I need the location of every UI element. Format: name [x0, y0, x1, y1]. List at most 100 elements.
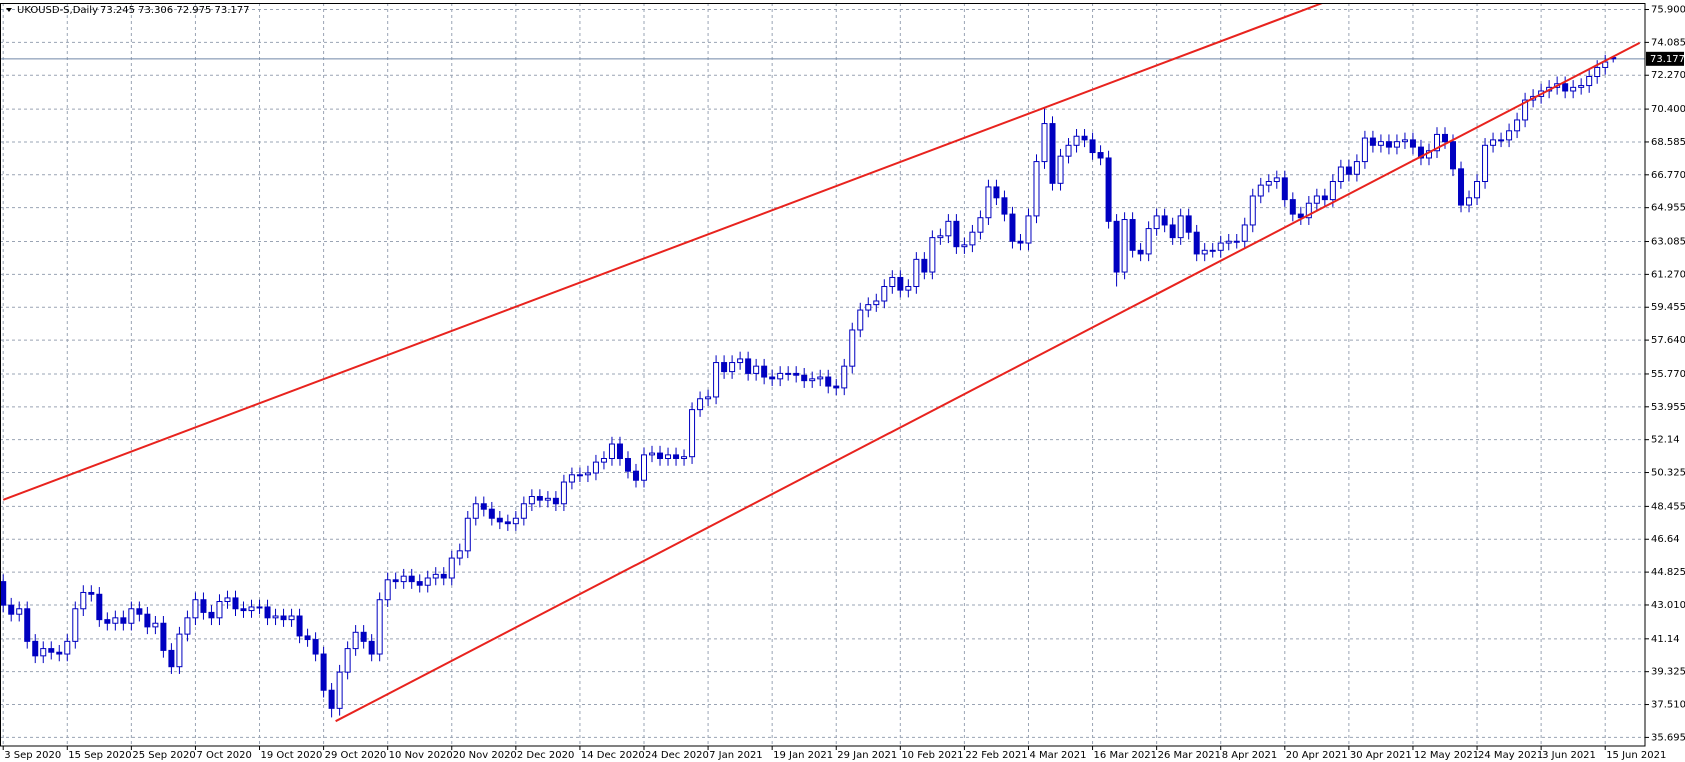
candle-body — [280, 615, 287, 621]
candle-body — [536, 496, 543, 501]
candle-body — [512, 517, 519, 525]
candle-body — [745, 358, 752, 374]
candle-body — [1450, 141, 1457, 170]
candle-body — [897, 276, 904, 291]
candle-body — [1401, 139, 1408, 143]
candle-body — [136, 608, 143, 615]
candle-body — [825, 376, 832, 387]
candle-body — [272, 615, 279, 619]
candle-body — [769, 376, 776, 380]
candle-body — [1377, 141, 1384, 146]
candle-body — [1049, 123, 1056, 184]
candle-body — [368, 640, 375, 655]
candle-body — [777, 372, 784, 380]
candle-body — [1137, 249, 1144, 255]
candle-body — [913, 258, 920, 288]
candle-body — [184, 617, 191, 635]
candle-body — [673, 454, 680, 460]
candle-body — [1225, 240, 1232, 244]
candle-body — [1041, 123, 1048, 163]
candle-body — [1057, 155, 1064, 184]
candle-body — [400, 575, 407, 583]
candle-body — [1185, 215, 1192, 233]
candle-body — [1329, 181, 1336, 201]
y-tick-label: 52.14 — [1651, 435, 1680, 446]
candle-body — [929, 237, 936, 273]
x-tick-label: 3 Jun 2021 — [1542, 750, 1596, 761]
candle-body — [809, 378, 816, 382]
candle-body — [96, 593, 103, 621]
candle-body — [1217, 242, 1224, 251]
candle-body — [985, 186, 992, 219]
x-tick-label: 20 Apr 2021 — [1286, 750, 1348, 761]
candle-body — [1025, 215, 1032, 244]
candle-body — [1281, 177, 1288, 201]
candle-body — [160, 622, 167, 651]
x-tick-label: 29 Oct 2020 — [325, 750, 387, 761]
candle-body — [520, 503, 527, 519]
candle-body — [857, 309, 864, 331]
candle-body — [1273, 177, 1280, 183]
y-tick-label: 43.010 — [1651, 600, 1685, 611]
x-tick-label: 24 May 2021 — [1478, 750, 1543, 761]
candle-body — [392, 579, 399, 583]
candle-body — [905, 286, 912, 291]
candle-body — [488, 508, 495, 519]
candle-body — [1490, 139, 1497, 146]
ohlc-values: 73.245 73.306 72.975 73.177 — [100, 5, 250, 16]
candle-body — [1337, 166, 1344, 183]
candle-body — [1009, 213, 1016, 242]
candle-body — [833, 385, 840, 389]
y-tick-label: 66.770 — [1651, 170, 1685, 181]
y-tick-label: 75.900 — [1651, 5, 1685, 16]
candle-body — [576, 474, 583, 477]
candle-body — [865, 304, 872, 311]
candle-body — [8, 604, 15, 615]
candle-body — [88, 591, 95, 595]
candle-body — [200, 599, 207, 613]
candle-body — [472, 503, 479, 519]
candle-body — [352, 631, 359, 650]
candle-body — [1353, 161, 1360, 175]
candle-body — [440, 573, 447, 579]
candle-body — [616, 443, 623, 460]
candle-body — [1065, 144, 1072, 157]
x-tick-label: 22 Feb 2021 — [965, 750, 1027, 761]
candle-body — [1385, 141, 1392, 148]
candle-body — [801, 374, 808, 382]
candle-body — [1265, 181, 1272, 186]
x-tick-label: 25 Sep 2020 — [132, 750, 195, 761]
y-tick-label: 39.325 — [1651, 667, 1685, 678]
y-tick-label: 46.64 — [1651, 534, 1680, 545]
candle-body — [665, 454, 672, 460]
candle-body — [504, 521, 511, 525]
candle-body — [1201, 249, 1208, 255]
candle-body — [1081, 135, 1088, 141]
candle-body — [873, 300, 880, 306]
x-tick-label: 10 Feb 2021 — [901, 750, 963, 761]
x-tick-label: 19 Jan 2021 — [773, 750, 833, 761]
candle-body — [1129, 219, 1136, 251]
candle-body — [1161, 215, 1168, 226]
candle-body — [416, 581, 423, 586]
candle-body — [641, 454, 647, 481]
candle-body — [336, 671, 343, 709]
y-tick-label: 41.14 — [1651, 634, 1680, 645]
candle-body — [592, 461, 599, 474]
candle-body — [953, 220, 960, 248]
x-tick-label: 7 Jan 2021 — [709, 750, 763, 761]
candle-body — [1594, 66, 1601, 78]
y-tick-label: 74.085 — [1651, 37, 1685, 48]
candle-body — [632, 470, 639, 481]
candle-body — [1586, 76, 1593, 87]
candle-body — [649, 452, 656, 456]
candle-body — [208, 611, 215, 619]
y-tick-label: 55.770 — [1651, 369, 1685, 380]
candle-body — [761, 365, 768, 378]
x-tick-label: 16 Mar 2021 — [1094, 750, 1157, 761]
candle-body — [264, 606, 271, 619]
y-tick-label: 37.510 — [1651, 700, 1685, 711]
candle-body — [248, 606, 255, 612]
candle-body — [1305, 202, 1312, 219]
